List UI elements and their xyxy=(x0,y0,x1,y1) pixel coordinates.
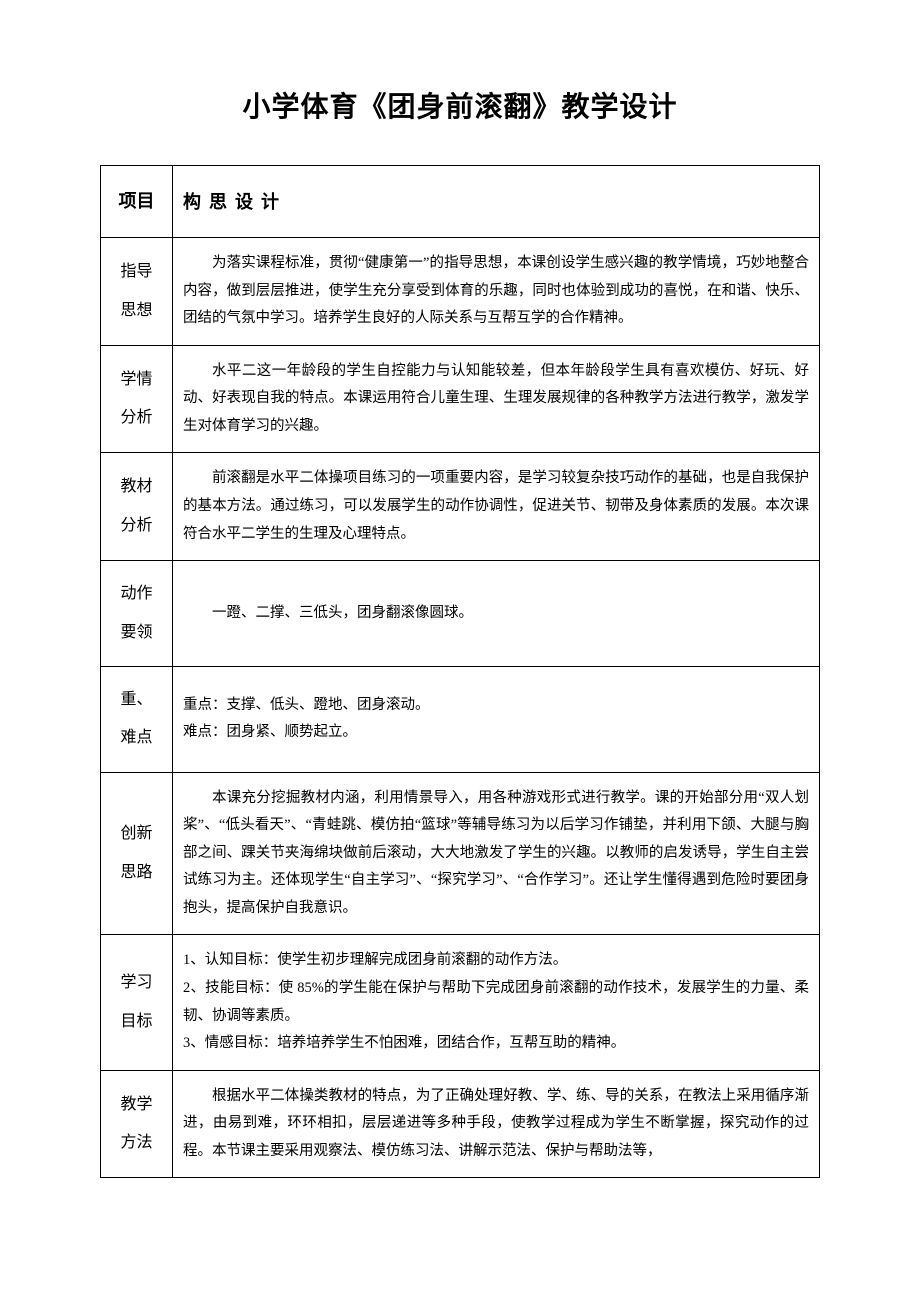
table-row: 重、 难点重点：支撑、低头、蹬地、团身滚动。难点：团身紧、顺势起立。 xyxy=(101,666,820,772)
row-content: 前滚翻是水平二体操项目练习的一项重要内容，是学习较复杂技巧动作的基础，也是自我保… xyxy=(173,453,820,561)
row-content: 1、认知目标：使学生初步理解完成团身前滚翻的动作方法。2、技能目标：使 85%的… xyxy=(173,935,820,1070)
table-row: 教学 方法根据水平二体操类教材的特点，为了正确处理好教、学、练、导的关系，在教法… xyxy=(101,1070,820,1178)
row-label: 指导 思想 xyxy=(101,238,173,346)
row-content: 为落实课程标准，贯彻“健康第一”的指导思想，本课创设学生感兴趣的教学情境，巧妙地… xyxy=(173,238,820,346)
row-content: 一蹬、二撑、三低头，团身翻滚像圆球。 xyxy=(173,561,820,667)
row-content: 根据水平二体操类教材的特点，为了正确处理好教、学、练、导的关系，在教法上采用循序… xyxy=(173,1070,820,1178)
table-header-row: 项目 构思设计 xyxy=(101,166,820,238)
table-row: 创新 思路本课充分挖掘教材内涵，利用情景导入，用各种游戏形式进行教学。课的开始部… xyxy=(101,772,820,935)
row-label: 学习 目标 xyxy=(101,935,173,1070)
header-col2: 构思设计 xyxy=(173,166,820,238)
table-row: 学习 目标1、认知目标：使学生初步理解完成团身前滚翻的动作方法。2、技能目标：使… xyxy=(101,935,820,1070)
page-title: 小学体育《团身前滚翻》教学设计 xyxy=(100,85,820,125)
row-content: 水平二这一年龄段的学生自控能力与认知能较差，但本年龄段学生具有喜欢模仿、好玩、好… xyxy=(173,345,820,453)
table-row: 动作 要领一蹬、二撑、三低头，团身翻滚像圆球。 xyxy=(101,561,820,667)
row-content: 重点：支撑、低头、蹬地、团身滚动。难点：团身紧、顺势起立。 xyxy=(173,666,820,772)
row-label: 动作 要领 xyxy=(101,561,173,667)
row-label: 教学 方法 xyxy=(101,1070,173,1178)
row-content: 本课充分挖掘教材内涵，利用情景导入，用各种游戏形式进行教学。课的开始部分用“双人… xyxy=(173,772,820,935)
table-row: 学情 分析水平二这一年龄段的学生自控能力与认知能较差，但本年龄段学生具有喜欢模仿… xyxy=(101,345,820,453)
table-body: 项目 构思设计 指导 思想为落实课程标准，贯彻“健康第一”的指导思想，本课创设学… xyxy=(101,166,820,1178)
row-label: 教材 分析 xyxy=(101,453,173,561)
table-row: 教材 分析前滚翻是水平二体操项目练习的一项重要内容，是学习较复杂技巧动作的基础，… xyxy=(101,453,820,561)
row-label: 学情 分析 xyxy=(101,345,173,453)
lesson-plan-table: 项目 构思设计 指导 思想为落实课程标准，贯彻“健康第一”的指导思想，本课创设学… xyxy=(100,165,820,1178)
row-label: 创新 思路 xyxy=(101,772,173,935)
row-label: 重、 难点 xyxy=(101,666,173,772)
table-row: 指导 思想为落实课程标准，贯彻“健康第一”的指导思想，本课创设学生感兴趣的教学情… xyxy=(101,238,820,346)
header-col1: 项目 xyxy=(101,166,173,238)
